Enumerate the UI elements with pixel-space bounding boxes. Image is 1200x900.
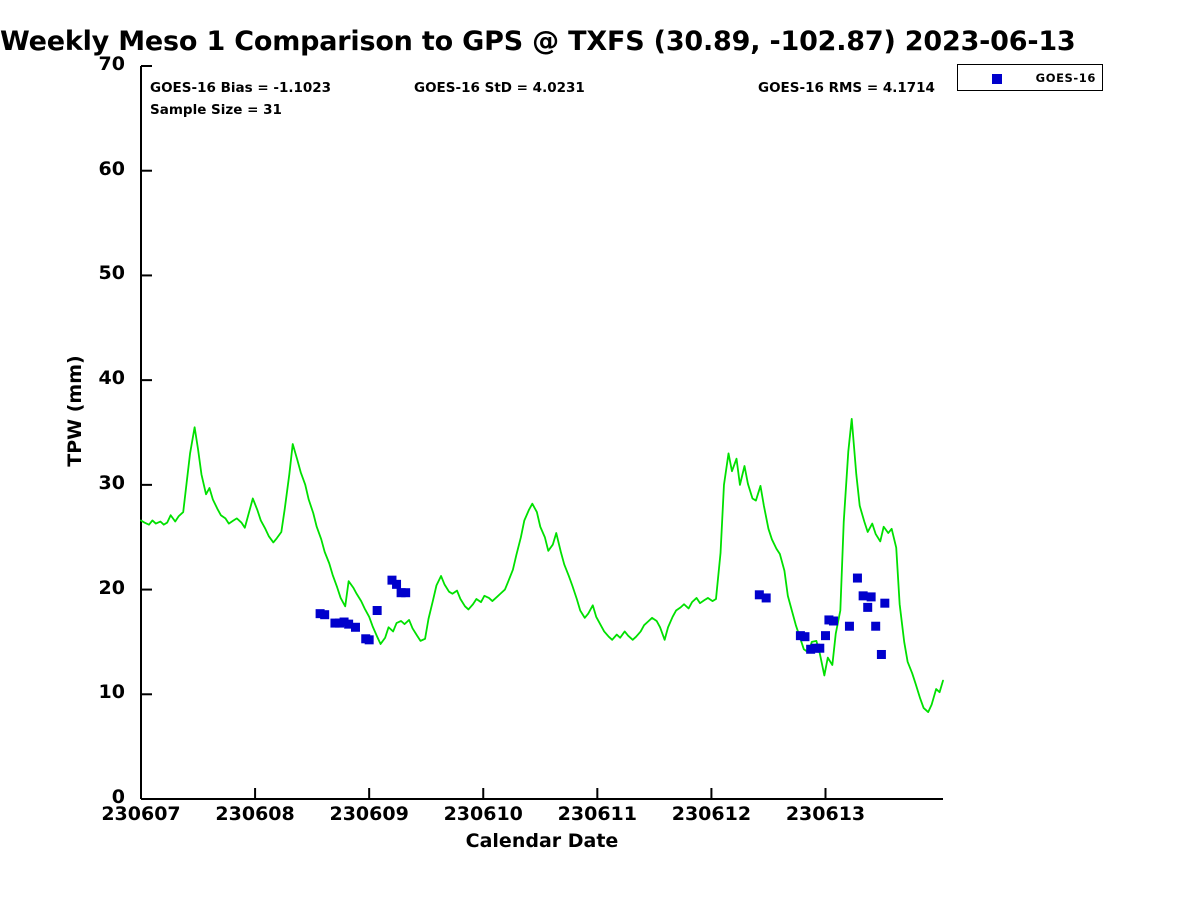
tick-marks [140, 65, 827, 800]
axis-lines [140, 66, 943, 800]
chart-title: Weekly Meso 1 Comparison to GPS @ TXFS (… [0, 26, 1076, 57]
legend-swatch-goes16 [992, 74, 1002, 84]
stat-std: GOES-16 StD = 4.0231 [414, 80, 585, 96]
x-axis-label: Calendar Date [465, 830, 619, 852]
goes16-scatter-series [315, 573, 890, 659]
x-tick-label: 230608 [215, 803, 295, 825]
x-tick-label: 230607 [101, 803, 181, 825]
y-tick-label: 40 [98, 367, 125, 390]
x-tick-label: 230611 [557, 803, 637, 825]
y-tick-label: 30 [98, 471, 125, 494]
x-tick-label: 230609 [329, 803, 409, 825]
y-tick-label: 20 [98, 576, 125, 599]
y-tick-label: 50 [98, 262, 125, 285]
x-tick-label: 230610 [443, 803, 523, 825]
x-tick-label: 230613 [785, 803, 866, 825]
y-tick-label: 70 [98, 53, 125, 75]
y-tick-label: 60 [98, 157, 125, 180]
gps-line-series [140, 417, 944, 713]
stat-sample-size: Sample Size = 31 [150, 102, 282, 118]
stat-rms: GOES-16 RMS = 4.1714 [758, 80, 935, 96]
y-tick-label: 10 [98, 681, 125, 704]
legend-box: GOES-16 [957, 64, 1103, 91]
y-tick-label: 0 [111, 786, 125, 808]
x-tick-label: 230612 [671, 803, 752, 825]
legend-label-goes16: GOES-16 [1035, 71, 1096, 85]
stat-bias: GOES-16 Bias = -1.1023 [150, 80, 332, 96]
